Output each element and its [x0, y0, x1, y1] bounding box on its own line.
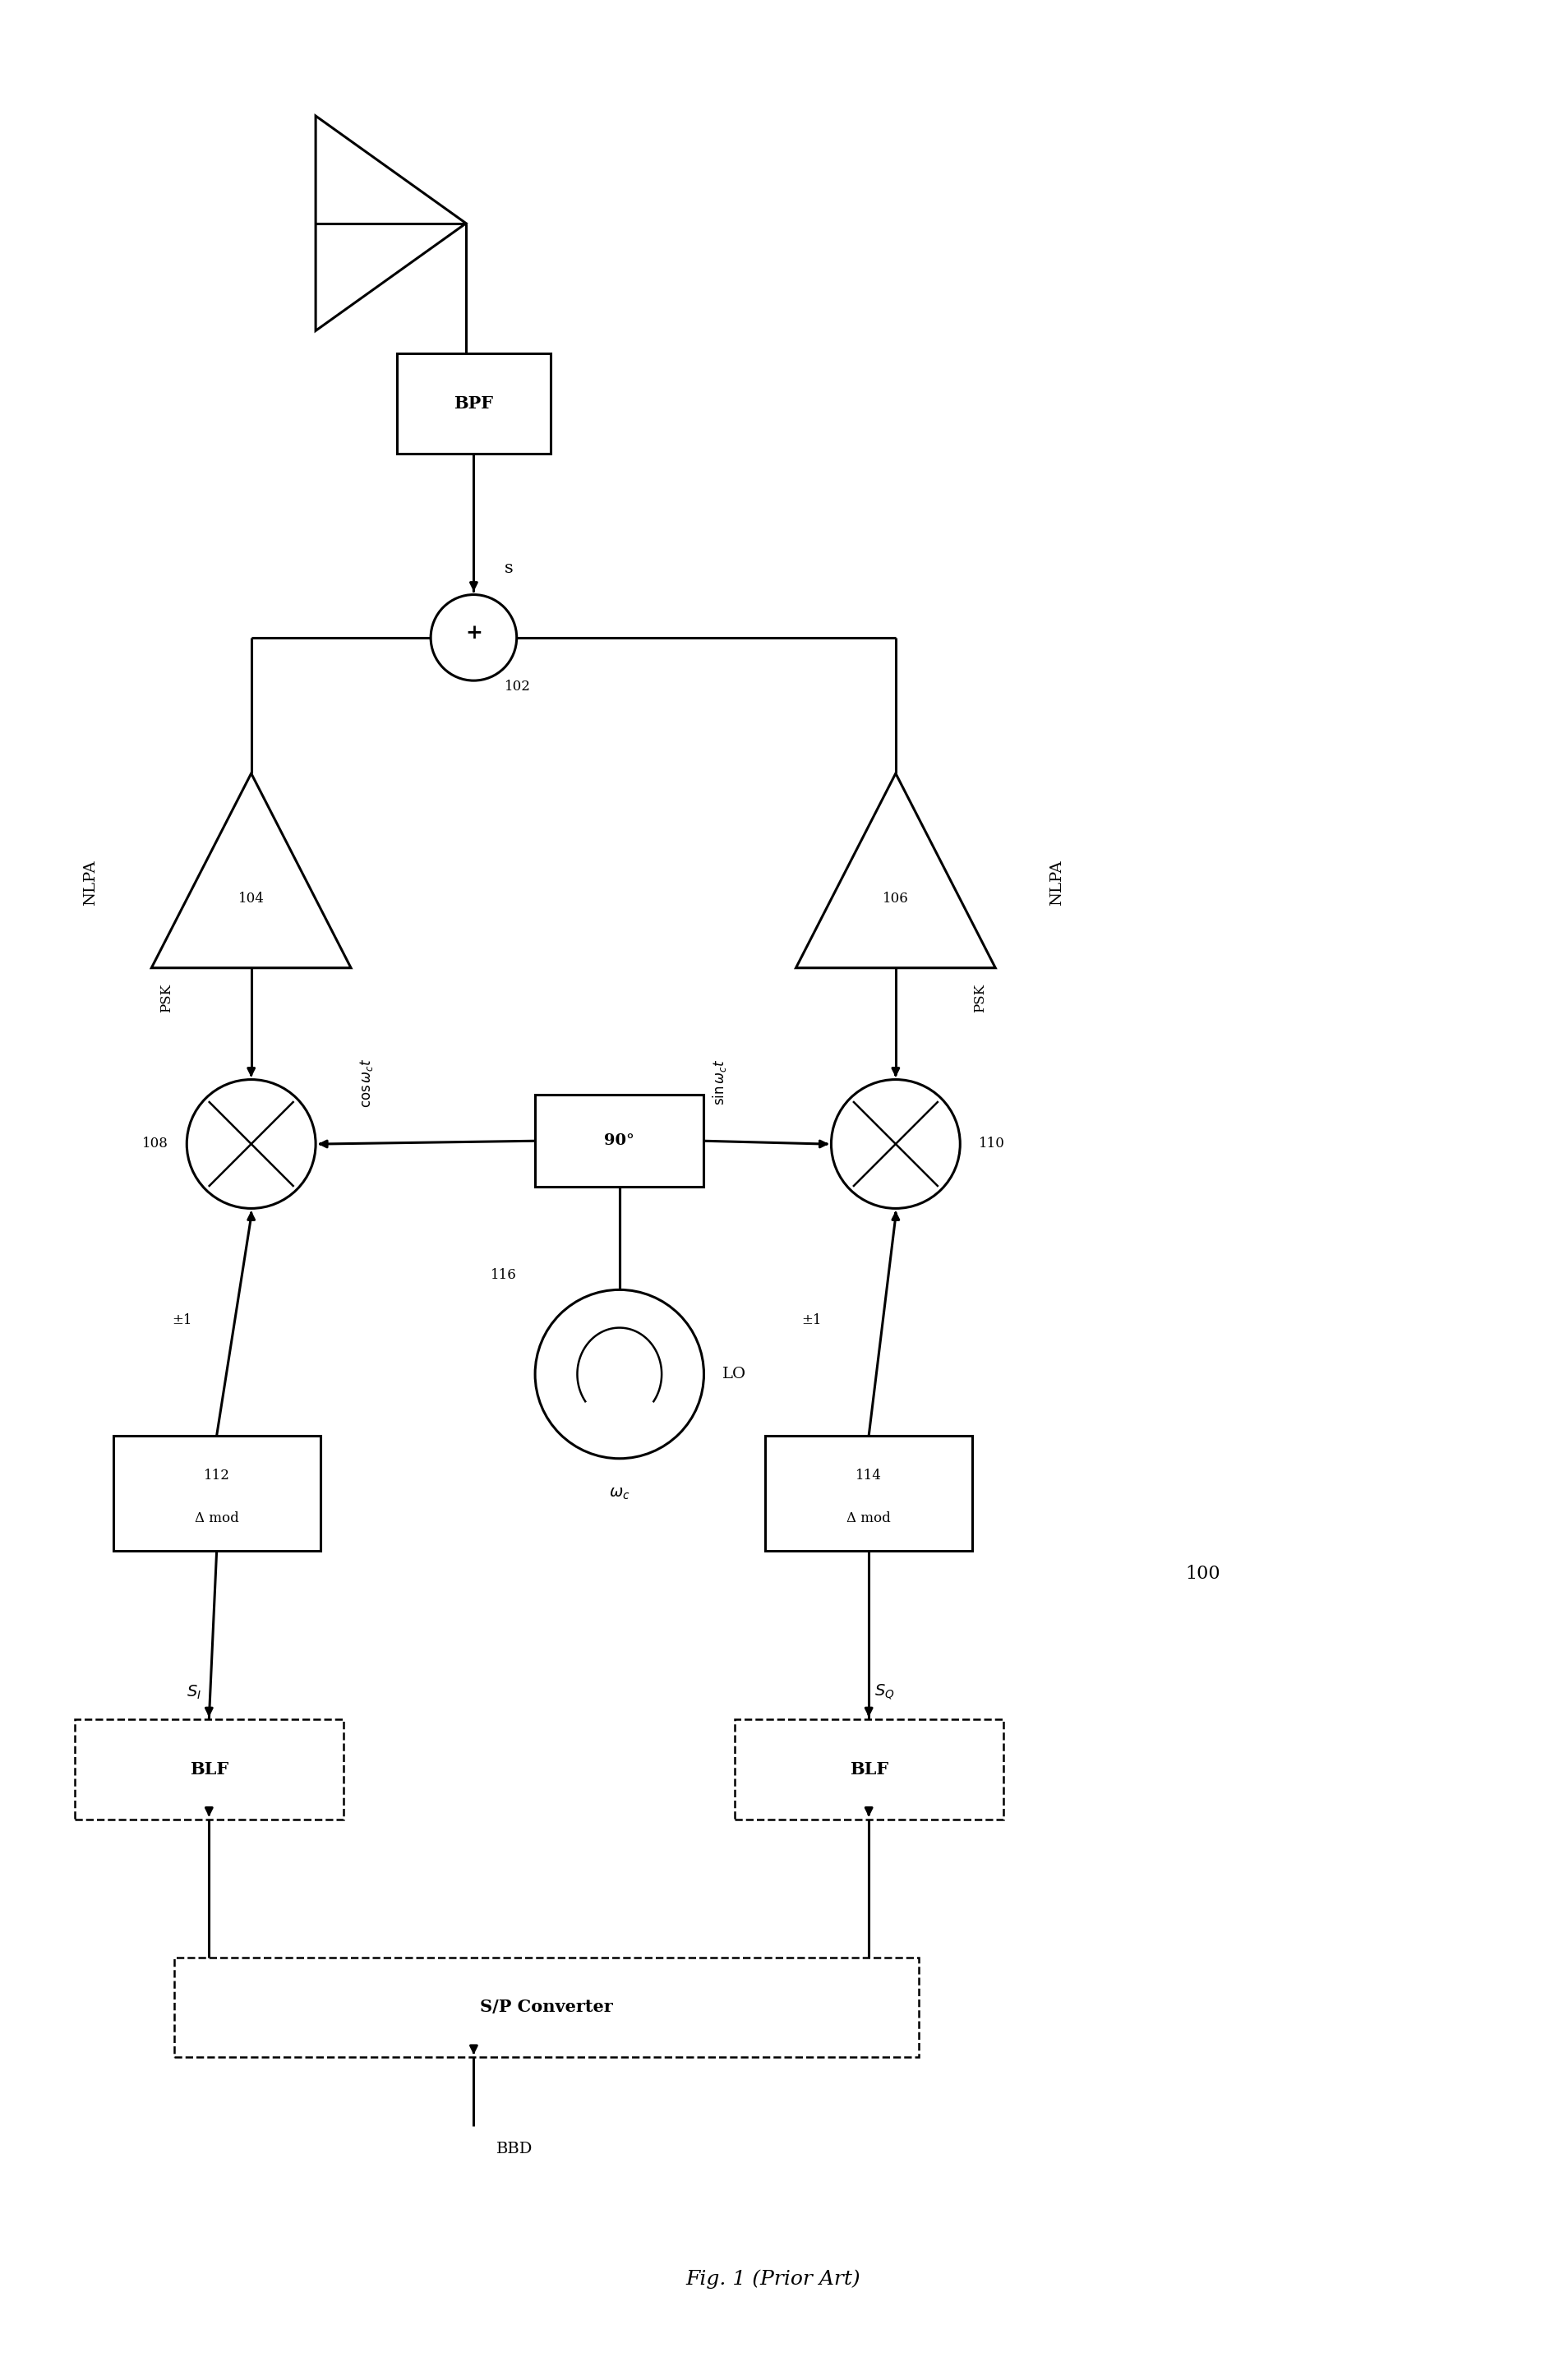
Text: BBD: BBD	[496, 2142, 533, 2156]
Text: 100: 100	[1185, 1564, 1219, 1583]
Text: 102: 102	[504, 681, 530, 693]
Text: 108: 108	[142, 1138, 168, 1152]
Text: $S_Q$: $S_Q$	[873, 1683, 893, 1702]
Bar	[734, 1718, 1003, 1818]
Bar	[74, 1718, 343, 1818]
Text: NLPA: NLPA	[83, 859, 97, 907]
Text: 114: 114	[856, 1468, 882, 1483]
Text: 90°: 90°	[604, 1133, 635, 1147]
Text: LO: LO	[722, 1366, 746, 1380]
Text: ±1: ±1	[171, 1314, 192, 1328]
Bar	[765, 1435, 972, 1552]
Text: 110: 110	[978, 1138, 1004, 1152]
Text: PSK: PSK	[159, 983, 173, 1012]
Text: S/P Converter: S/P Converter	[480, 1999, 613, 2016]
Text: NLPA: NLPA	[1049, 859, 1063, 907]
Text: BLF: BLF	[850, 1761, 888, 1778]
Text: $\omega_c$: $\omega_c$	[609, 1485, 630, 1502]
Text: Δ mod: Δ mod	[847, 1511, 890, 1526]
Bar	[175, 1956, 918, 2056]
Text: s: s	[504, 562, 513, 576]
Text: 106: 106	[882, 892, 908, 904]
Text: 112: 112	[204, 1468, 230, 1483]
Text: BLF: BLF	[190, 1761, 229, 1778]
Text: Δ mod: Δ mod	[195, 1511, 238, 1526]
Bar	[535, 1095, 703, 1188]
Text: +: +	[465, 624, 482, 643]
Text: $S_I$: $S_I$	[185, 1683, 201, 1702]
Text: PSK: PSK	[972, 983, 987, 1012]
Text: BPF: BPF	[454, 395, 493, 412]
Text: $\cos\omega_c t$: $\cos\omega_c t$	[358, 1057, 374, 1107]
Text: Fig. 1 (Prior Art): Fig. 1 (Prior Art)	[684, 2271, 861, 2290]
Text: ±1: ±1	[800, 1314, 820, 1328]
Text: 116: 116	[490, 1269, 516, 1283]
Text: $\sin\omega_c t$: $\sin\omega_c t$	[711, 1059, 728, 1107]
Bar	[397, 355, 550, 455]
Text: 104: 104	[238, 892, 264, 904]
Bar	[113, 1435, 320, 1552]
